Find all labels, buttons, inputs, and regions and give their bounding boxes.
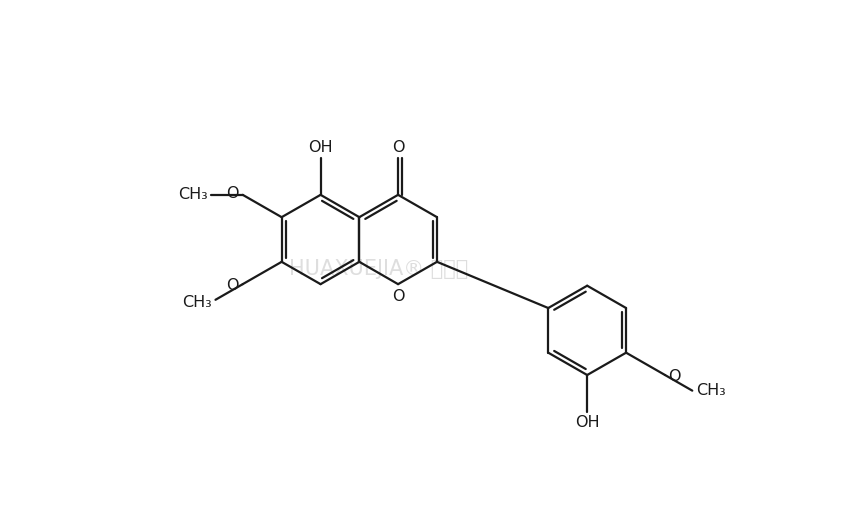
Text: OH: OH [575, 415, 600, 430]
Text: HUAXUEJIA® 化学加: HUAXUEJIA® 化学加 [289, 258, 468, 279]
Text: OH: OH [309, 140, 333, 155]
Text: O: O [226, 186, 239, 201]
Text: CH₃: CH₃ [182, 295, 212, 310]
Text: O: O [226, 278, 239, 293]
Text: O: O [392, 289, 405, 304]
Text: O: O [392, 140, 405, 155]
Text: O: O [668, 369, 680, 384]
Text: CH₃: CH₃ [177, 187, 208, 202]
Text: CH₃: CH₃ [696, 383, 726, 398]
